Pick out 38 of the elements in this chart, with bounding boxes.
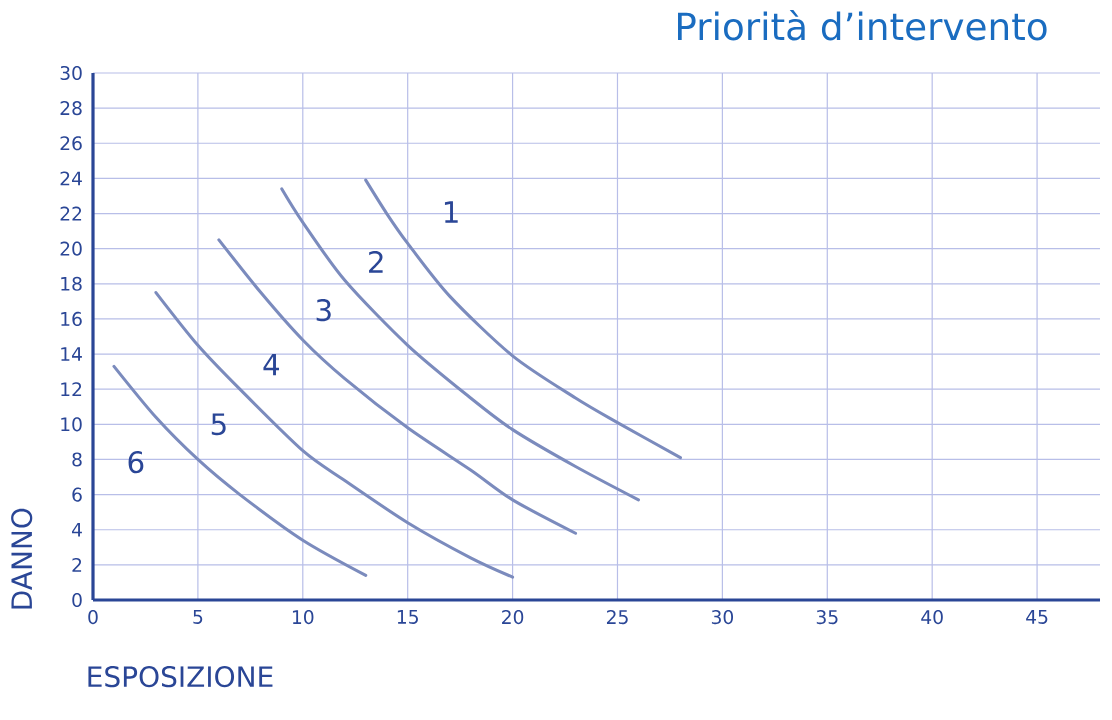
y-axis-title: DANNO	[11, 508, 33, 609]
x-tick-label: 30	[711, 610, 734, 625]
annotation: 4	[263, 353, 280, 376]
y-tick-label: 0	[72, 592, 82, 608]
y-tick-label: 10	[61, 417, 82, 432]
x-tick-label: 35	[816, 610, 838, 625]
y-tick-label: 6	[72, 487, 82, 502]
x-tick-label: 45	[1026, 610, 1048, 624]
y-tick-label: 4	[72, 522, 82, 537]
x-tick-label: 15	[397, 610, 418, 624]
x-tick-label: 10	[292, 610, 314, 625]
y-tick-label: 20	[60, 241, 82, 256]
y-tick-label: 18	[61, 276, 82, 291]
line-series	[364, 178, 682, 460]
annotation: 6	[128, 451, 144, 474]
y-tick-label: 2	[72, 557, 82, 572]
x-axis-title: ESPOSIZIONE	[88, 666, 273, 688]
x-tick-label: 5	[193, 610, 203, 624]
annotation: 5	[211, 413, 226, 436]
y-tick-label: 26	[60, 136, 82, 151]
y-tick-label: 30	[60, 65, 82, 81]
y-tick-label: 28	[60, 101, 82, 116]
x-tick-label: 25	[606, 610, 628, 625]
chart-title: Priorità d’intervento	[678, 10, 1047, 41]
x-tick-label: 40	[921, 610, 943, 625]
annotation: 1	[444, 201, 458, 223]
line-series	[280, 187, 640, 502]
x-tick-label: 0	[88, 610, 98, 625]
y-tick-label: 24	[60, 171, 82, 186]
line-series	[154, 291, 515, 579]
y-tick-label: 8	[72, 452, 82, 467]
y-tick-label: 22	[60, 206, 82, 221]
y-tick-label: 14	[61, 347, 82, 361]
x-tick-label: 20	[502, 610, 524, 625]
annotation: 2	[369, 250, 383, 273]
y-tick-label: 16	[61, 311, 82, 326]
annotation: 3	[316, 299, 331, 322]
y-tick-label: 12	[61, 382, 82, 397]
